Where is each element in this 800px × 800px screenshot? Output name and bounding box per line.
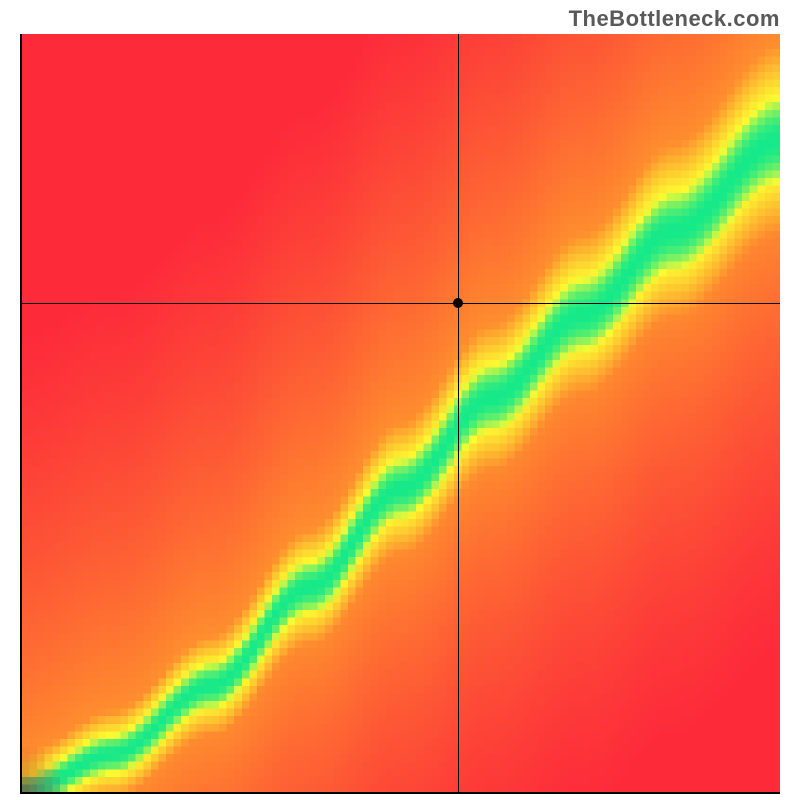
plot-area	[20, 34, 780, 794]
watermark-text: TheBottleneck.com	[569, 6, 780, 32]
crosshair-vertical	[458, 34, 459, 792]
crosshair-horizontal	[22, 303, 780, 304]
crosshair-marker-dot	[453, 298, 463, 308]
heatmap-canvas	[22, 34, 780, 792]
chart-container: TheBottleneck.com	[0, 0, 800, 800]
